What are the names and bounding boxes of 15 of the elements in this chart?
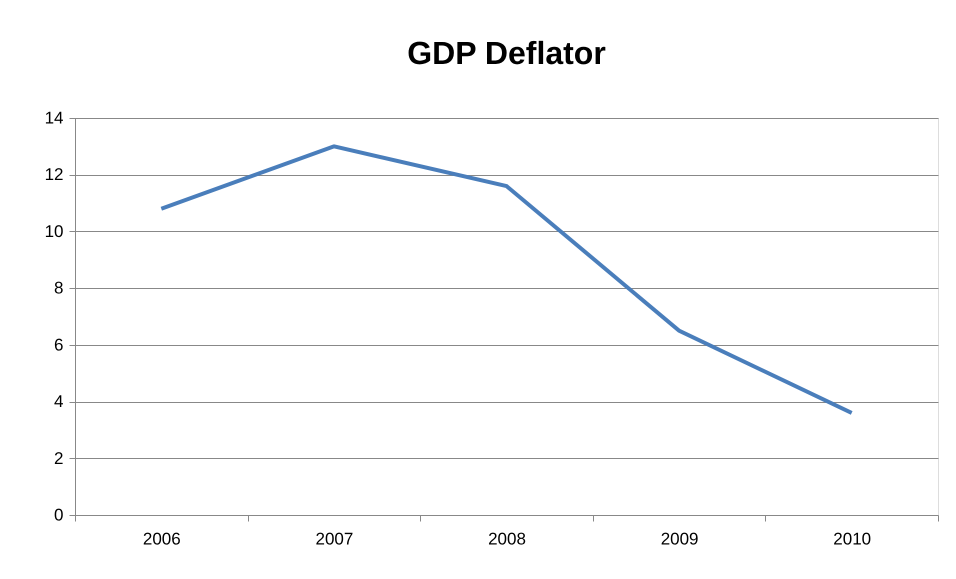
y-tick-label: 2 — [54, 448, 64, 468]
x-tick-label: 2008 — [488, 530, 526, 548]
y-tick-label: 14 — [44, 108, 64, 128]
y-tick-label: 4 — [54, 392, 64, 412]
x-tick-label: 2010 — [833, 530, 872, 548]
y-tick-label: 10 — [44, 222, 64, 241]
x-tick-label: 2007 — [315, 530, 354, 548]
y-tick-label: 8 — [54, 278, 64, 298]
y-tick-label: 0 — [54, 506, 64, 524]
y-tick-label: 6 — [54, 335, 64, 354]
x-tick-label: 2009 — [660, 530, 699, 548]
y-tick-label: 12 — [44, 165, 64, 184]
line-series — [159, 144, 854, 415]
chart-title: GDP Deflator — [407, 35, 606, 71]
x-tick-label: 2006 — [142, 530, 181, 548]
